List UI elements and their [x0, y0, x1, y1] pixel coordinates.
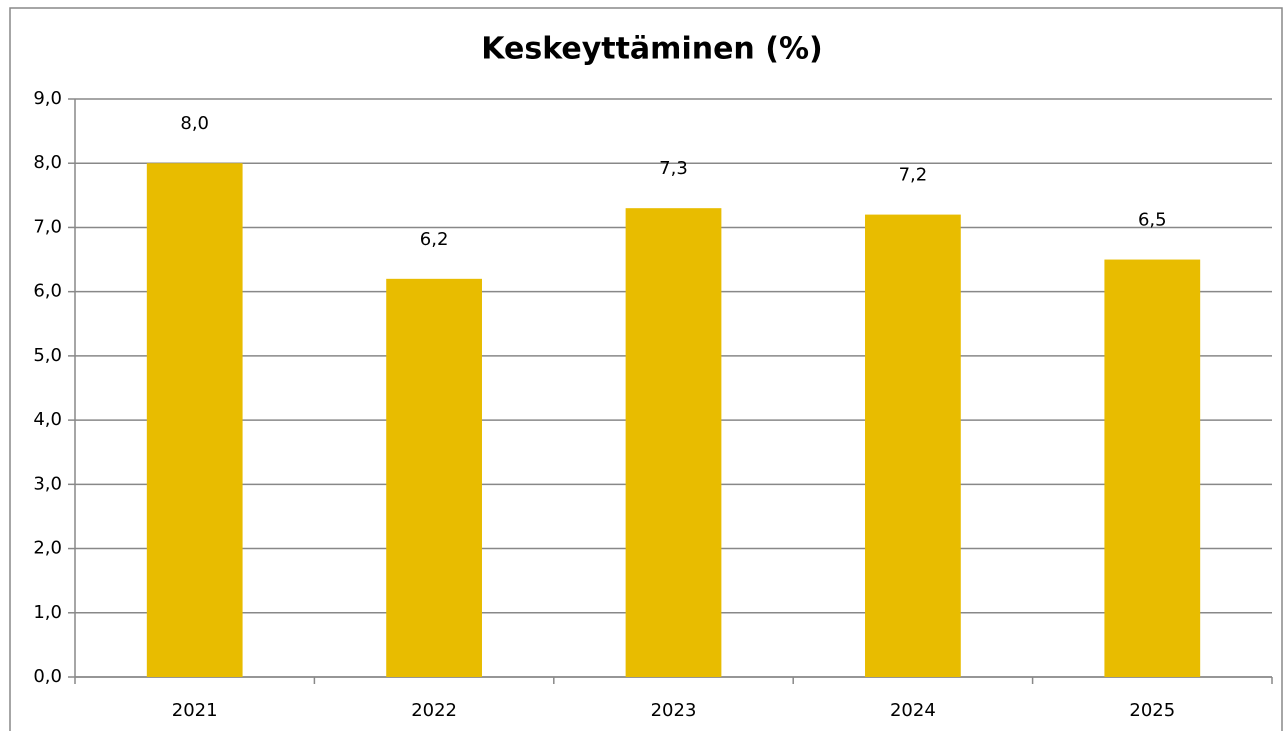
- data-label: 6,2: [420, 229, 449, 250]
- data-label: 7,2: [899, 165, 928, 186]
- x-tick-label: 2024: [890, 700, 936, 721]
- bar: [386, 278, 482, 677]
- y-tick-label: 7,0: [33, 216, 62, 237]
- y-tick-label: 9,0: [33, 88, 62, 109]
- bar: [146, 163, 243, 677]
- y-tick-label: 5,0: [33, 345, 62, 366]
- y-tick-label: 3,0: [33, 473, 62, 494]
- y-tick-label: 0,0: [33, 666, 62, 687]
- y-tick-label: 2,0: [33, 538, 62, 559]
- x-tick-label: 2021: [172, 700, 218, 721]
- data-label: 7,3: [659, 158, 688, 179]
- y-tick-label: 6,0: [33, 281, 62, 302]
- y-tick-label: 1,0: [33, 602, 62, 623]
- x-tick-label: 2023: [651, 700, 697, 721]
- bar: [865, 214, 961, 677]
- bar: [625, 208, 722, 677]
- bar: [1104, 259, 1201, 677]
- data-label: 6,5: [1138, 210, 1167, 231]
- chart-frame: [9, 7, 1283, 731]
- x-tick-label: 2025: [1129, 700, 1175, 721]
- data-label: 8,0: [180, 113, 209, 134]
- x-tick-label: 2022: [411, 700, 457, 721]
- y-tick-label: 4,0: [33, 409, 62, 430]
- y-tick-label: 8,0: [33, 152, 62, 173]
- chart-title: Keskeyttäminen (%): [481, 32, 822, 67]
